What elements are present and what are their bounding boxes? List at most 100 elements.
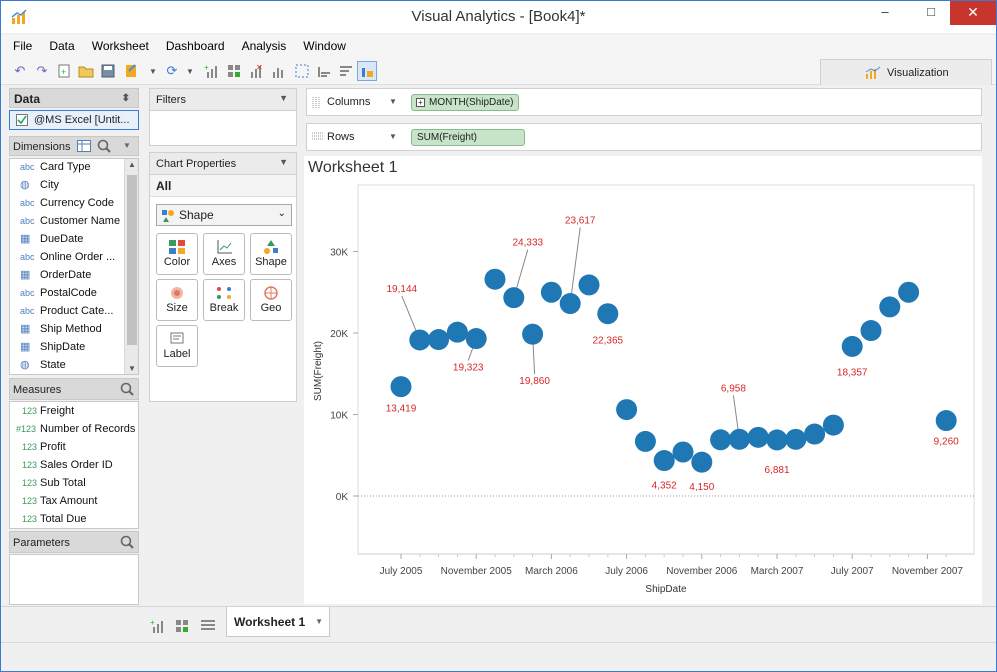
scroll-down-icon[interactable]: ▼ bbox=[128, 364, 136, 373]
filters-dropdown-icon[interactable]: ▼ bbox=[279, 93, 288, 103]
search-icon[interactable] bbox=[120, 535, 134, 549]
data-label: 13,419 bbox=[386, 404, 417, 415]
calendar-icon: ▦ bbox=[20, 233, 31, 245]
swap-axes-icon[interactable] bbox=[269, 62, 287, 80]
close-button[interactable]: ✕ bbox=[950, 1, 996, 25]
data-point bbox=[691, 451, 713, 473]
refresh-icon[interactable]: ⟳ bbox=[166, 63, 178, 78]
data-label: 23,617 bbox=[565, 216, 596, 227]
clear-sheet-icon[interactable]: ✕ bbox=[247, 62, 265, 80]
menu-worksheet[interactable]: Worksheet bbox=[91, 39, 149, 53]
new-icon[interactable]: + bbox=[55, 62, 73, 80]
shape-button[interactable]: Shape bbox=[250, 233, 292, 275]
scroll-up-icon[interactable]: ▲ bbox=[128, 160, 136, 169]
list-item[interactable]: 123 Tax Amount bbox=[22, 495, 98, 507]
refresh-dropdown-icon[interactable]: ▼ bbox=[186, 66, 194, 76]
select-icon[interactable] bbox=[293, 62, 311, 80]
tab-dropdown-icon[interactable]: ▼ bbox=[315, 617, 323, 626]
scrollbar-thumb[interactable] bbox=[127, 175, 137, 345]
dimensions-dropdown-icon[interactable]: ▼ bbox=[123, 141, 131, 150]
new-worksheet-icon[interactable]: + bbox=[149, 617, 167, 635]
data-label: 6,881 bbox=[764, 465, 789, 476]
menu-bar: File Data Worksheet Dashboard Analysis Window bbox=[1, 35, 996, 57]
list-item[interactable]: abc Product Cate... bbox=[20, 305, 114, 317]
sort-arrows-icon[interactable]: ⬍ bbox=[121, 93, 130, 104]
list-item[interactable]: ◍ State bbox=[20, 359, 66, 371]
dimensions-scrollbar[interactable]: ▲ ▼ bbox=[124, 159, 138, 374]
new-dashboard-icon[interactable] bbox=[225, 62, 243, 80]
svg-text:+: + bbox=[204, 63, 209, 72]
undo-icon[interactable]: ↶ bbox=[14, 63, 26, 78]
data-source-icon[interactable] bbox=[123, 62, 141, 80]
chart-properties-dropdown-icon[interactable]: ▼ bbox=[279, 157, 288, 167]
tab-worksheet-1[interactable]: Worksheet 1 ▼ bbox=[226, 607, 330, 637]
data-panel-title: Data bbox=[14, 92, 41, 106]
rows-pill[interactable]: SUM(Freight) bbox=[411, 129, 525, 146]
list-item[interactable]: 123 Sub Total bbox=[22, 477, 86, 489]
new-dashboard-icon[interactable] bbox=[173, 617, 191, 635]
menu-data[interactable]: Data bbox=[49, 39, 75, 53]
break-button[interactable]: Break bbox=[203, 279, 245, 321]
list-item[interactable]: abc Customer Name bbox=[20, 215, 121, 227]
properties-section-all[interactable]: All bbox=[150, 175, 296, 197]
columns-dropdown-icon[interactable]: ▼ bbox=[389, 97, 397, 106]
list-item[interactable]: 123 Profit bbox=[22, 441, 66, 453]
list-item[interactable]: ▦ OrderDate bbox=[20, 269, 92, 281]
list-item[interactable]: ▦ Ship Method bbox=[20, 323, 102, 335]
checkbox-icon[interactable] bbox=[16, 114, 28, 126]
data-point bbox=[465, 328, 487, 350]
mark-type-select[interactable]: Shape ⌄ bbox=[156, 204, 292, 226]
list-item[interactable]: abc Online Order ... bbox=[20, 251, 116, 263]
save-icon[interactable] bbox=[99, 62, 117, 80]
menu-dashboard[interactable]: Dashboard bbox=[165, 39, 225, 53]
list-item[interactable]: 123 Total Due bbox=[22, 513, 87, 525]
size-button[interactable]: Size bbox=[156, 279, 198, 321]
datasource-item[interactable]: @MS Excel [Untit... bbox=[9, 110, 139, 130]
list-item[interactable]: abc Card Type bbox=[20, 161, 91, 173]
table-view-icon[interactable] bbox=[77, 140, 91, 152]
tab-visualization-label: Visualization bbox=[887, 67, 949, 79]
tab-visualization[interactable]: Visualization bbox=[820, 59, 992, 85]
show-labels-icon[interactable] bbox=[357, 61, 377, 81]
list-item[interactable]: 123 Freight bbox=[22, 405, 75, 417]
data-point bbox=[672, 441, 694, 463]
label-button[interactable]: Label bbox=[156, 325, 198, 367]
sheet-list-icon[interactable] bbox=[199, 617, 217, 635]
list-item[interactable]: #123 Number of Records bbox=[16, 423, 136, 435]
list-item[interactable]: ▦ ShipDate bbox=[20, 341, 86, 353]
menu-file[interactable]: File bbox=[13, 39, 33, 53]
data-label: 19,323 bbox=[453, 363, 484, 374]
data-panel-header: Data ⬍ bbox=[9, 88, 139, 108]
shape-icon bbox=[264, 240, 278, 254]
abc-icon: abc bbox=[20, 216, 35, 226]
redo-icon[interactable]: ↷ bbox=[36, 63, 48, 78]
rows-dropdown-icon[interactable]: ▼ bbox=[389, 132, 397, 141]
open-folder-icon[interactable] bbox=[77, 62, 95, 80]
abc-icon: abc bbox=[20, 288, 35, 298]
columns-pill[interactable]: + MONTH(ShipDate) bbox=[411, 94, 520, 111]
expand-icon[interactable]: + bbox=[416, 98, 425, 107]
search-icon[interactable] bbox=[120, 382, 134, 396]
list-item[interactable]: abc PostalCode bbox=[20, 287, 97, 299]
sort-ascending-icon[interactable] bbox=[315, 62, 333, 80]
list-item[interactable]: 123 Sales Order ID bbox=[22, 459, 113, 471]
chart-properties-title: Chart Properties bbox=[156, 158, 237, 170]
sort-descending-icon[interactable] bbox=[337, 62, 355, 80]
data-point bbox=[879, 296, 901, 318]
list-item[interactable]: ◍ City bbox=[20, 179, 59, 191]
geo-button[interactable]: Geo bbox=[250, 279, 292, 321]
color-button[interactable]: Color bbox=[156, 233, 198, 275]
axes-button[interactable]: Axes bbox=[203, 233, 245, 275]
data-point bbox=[559, 293, 581, 315]
minimize-button[interactable]: – bbox=[881, 4, 889, 19]
new-worksheet-icon[interactable]: + bbox=[203, 62, 221, 80]
menu-window[interactable]: Window bbox=[303, 39, 346, 53]
chevron-down-icon[interactable]: ▼ bbox=[149, 66, 157, 76]
menu-analysis[interactable]: Analysis bbox=[241, 39, 287, 53]
list-item[interactable]: ▦ DueDate bbox=[20, 233, 84, 245]
search-icon[interactable] bbox=[97, 139, 111, 153]
maximize-button[interactable]: □ bbox=[927, 4, 935, 19]
data-label: 22,365 bbox=[593, 336, 624, 347]
list-item[interactable]: abc Currency Code bbox=[20, 197, 114, 209]
y-tick-label: 10K bbox=[330, 411, 348, 422]
